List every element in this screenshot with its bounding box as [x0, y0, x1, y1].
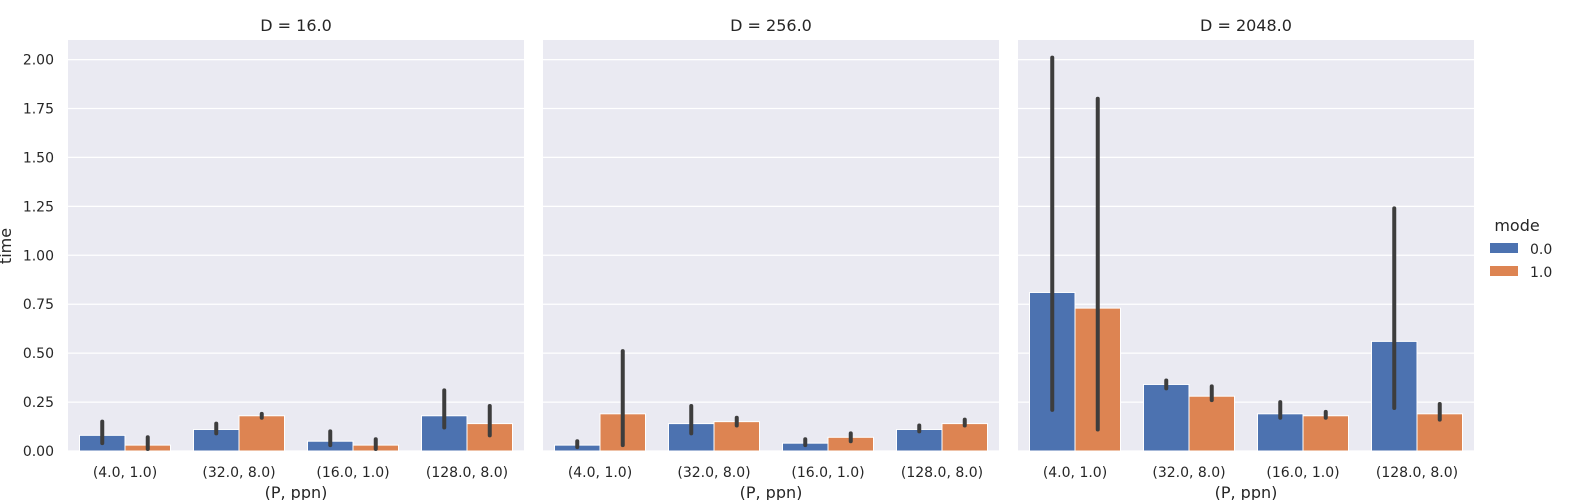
x-tick-label: (32.0, 8.0) [202, 465, 275, 481]
bar [1143, 383, 1190, 452]
legend-swatch [1490, 266, 1518, 276]
y-tick-label: 0.00 [23, 444, 54, 460]
bar [941, 423, 988, 452]
panel-2: D = 256.0 (4.0, 1.0) (32.0, 8.0) (16.0, 1.0… [543, 16, 999, 500]
bar [1188, 395, 1235, 452]
legend-swatch [1490, 243, 1518, 253]
chart-panels: 0.00 0.25 0.50 0.75 1.00 1.25 1.50 1.75 2.00 D = … [23, 16, 1474, 500]
panel-title: D = 16.0 [260, 16, 332, 35]
y-tick-label: 1.75 [23, 102, 54, 118]
legend-label: 0.0 [1530, 242, 1552, 258]
plot-background [543, 40, 999, 451]
legend-label: 1.0 [1530, 265, 1552, 281]
x-tick-label: (32.0, 8.0) [677, 465, 750, 481]
x-tick-label: (4.0, 1.0) [93, 465, 157, 481]
panel-title: D = 256.0 [730, 16, 812, 35]
bar [238, 415, 285, 452]
y-tick-label: 1.50 [23, 150, 54, 166]
legend-title: mode [1494, 216, 1539, 235]
x-tick-label: (16.0, 1.0) [316, 465, 389, 481]
x-tick-label: (128.0, 8.0) [426, 465, 508, 481]
x-axis-label: (P, ppn) [1215, 483, 1278, 500]
y-tick-label: 1.25 [23, 199, 54, 215]
y-tick-label: 0.50 [23, 346, 54, 362]
y-axis-label: time [0, 228, 15, 264]
x-tick-label: (128.0, 8.0) [901, 465, 983, 481]
x-tick-label: (16.0, 1.0) [791, 465, 864, 481]
y-tick-label: 1.00 [23, 248, 54, 264]
plot-background [68, 40, 524, 451]
legend: mode 0.0 1.0 [1490, 216, 1552, 281]
x-tick-label: (4.0, 1.0) [568, 465, 632, 481]
panel-title: D = 2048.0 [1200, 16, 1292, 35]
x-tick-label: (32.0, 8.0) [1152, 465, 1225, 481]
x-tick-label: (128.0, 8.0) [1376, 465, 1458, 481]
bar [1302, 415, 1349, 452]
x-tick-label: (16.0, 1.0) [1266, 465, 1339, 481]
x-axis-label: (P, ppn) [740, 483, 803, 500]
x-axis-label: (P, ppn) [265, 483, 328, 500]
panel-1: 0.00 0.25 0.50 0.75 1.00 1.25 1.50 1.75 2.00 D = … [23, 16, 524, 500]
y-tick-label: 0.75 [23, 297, 54, 313]
y-tick-label: 2.00 [23, 53, 54, 69]
y-tick-label: 0.25 [23, 395, 54, 411]
x-tick-label: (4.0, 1.0) [1043, 465, 1107, 481]
panel-3: D = 2048.0 (4.0, 1.0) (32.0, 8.0) (16.0, 1.… [1018, 16, 1474, 500]
